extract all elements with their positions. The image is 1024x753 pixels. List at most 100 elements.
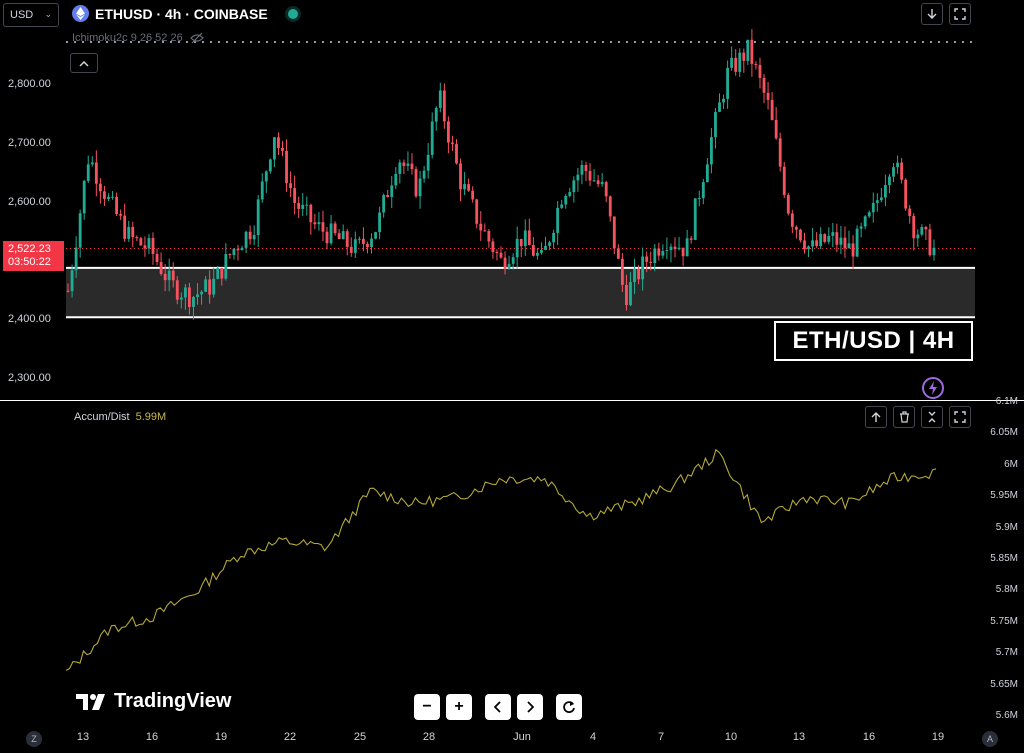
symbol-header[interactable]: ETHUSD · 4h · COINBASE [72, 5, 298, 22]
candle-body[interactable] [673, 246, 677, 250]
candle-body[interactable] [786, 194, 790, 214]
candle-body[interactable] [175, 280, 179, 300]
candle-body[interactable] [418, 178, 422, 197]
candle-body[interactable] [863, 216, 867, 227]
candle-body[interactable] [115, 196, 118, 215]
candle-body[interactable] [293, 188, 297, 203]
candle-body[interactable] [616, 248, 620, 259]
candle-body[interactable] [281, 147, 284, 151]
candle-body[interactable] [697, 198, 701, 200]
accum-dist-line[interactable] [65, 448, 937, 671]
candle-body[interactable] [479, 223, 483, 231]
candle-body[interactable] [74, 247, 78, 271]
candle-body[interactable] [722, 98, 725, 103]
candle-body[interactable] [669, 246, 673, 251]
candle-body[interactable] [871, 202, 875, 213]
candle-body[interactable] [196, 294, 199, 298]
candle-body[interactable] [337, 233, 341, 239]
candle-body[interactable] [151, 238, 155, 255]
candle-body[interactable] [859, 226, 863, 229]
candle-body[interactable] [815, 240, 819, 246]
candle-body[interactable] [252, 235, 256, 240]
candle-body[interactable] [86, 164, 90, 181]
candle-body[interactable] [596, 180, 600, 185]
candle-body[interactable] [309, 204, 313, 223]
candle-body[interactable] [155, 254, 159, 263]
candle-body[interactable] [803, 240, 806, 250]
candle-body[interactable] [612, 216, 616, 249]
candle-body[interactable] [224, 254, 228, 279]
tradingview-logo[interactable]: TradingView [76, 690, 231, 713]
candle-body[interactable] [588, 171, 592, 181]
candle-body[interactable] [94, 162, 98, 184]
candle-body[interactable] [289, 183, 292, 189]
candle-body[interactable] [370, 238, 373, 248]
candle-body[interactable] [321, 222, 325, 232]
candle-body[interactable] [847, 243, 851, 249]
candle-body[interactable] [228, 254, 232, 256]
candle-body[interactable] [879, 197, 883, 201]
candle-body[interactable] [374, 232, 377, 239]
candle-body[interactable] [681, 247, 685, 257]
candle-body[interactable] [556, 207, 560, 233]
candle-body[interactable] [819, 234, 823, 246]
candle-body[interactable] [689, 238, 693, 240]
candle-body[interactable] [685, 238, 689, 257]
candle-body[interactable] [357, 238, 361, 240]
candle-body[interactable] [382, 194, 386, 213]
candle-body[interactable] [645, 256, 649, 262]
candle-body[interactable] [390, 185, 394, 198]
candle-body[interactable] [827, 235, 831, 242]
candle-body[interactable] [111, 196, 114, 198]
pane-divider[interactable] [0, 400, 1024, 401]
candle-body[interactable] [900, 162, 904, 180]
candle-body[interactable] [123, 215, 127, 239]
candle-body[interactable] [677, 247, 681, 250]
candle-body[interactable] [90, 162, 94, 165]
candle-body[interactable] [268, 159, 272, 172]
candle-body[interactable] [633, 268, 636, 283]
candle-body[interactable] [313, 222, 317, 225]
move-pane-up-button[interactable] [865, 406, 887, 428]
candle-body[interactable] [119, 214, 123, 216]
candle-body[interactable] [82, 180, 86, 214]
candle-body[interactable] [499, 252, 503, 258]
candle-body[interactable] [774, 119, 778, 139]
candle-body[interactable] [892, 167, 895, 177]
candle-body[interactable] [143, 245, 147, 249]
collapse-pane-button[interactable] [921, 406, 943, 428]
collapse-legend-button[interactable] [70, 53, 98, 73]
candle-body[interactable] [345, 231, 349, 247]
candle-body[interactable] [183, 287, 187, 298]
candle-body[interactable] [471, 190, 475, 200]
candle-body[interactable] [200, 291, 203, 295]
candle-body[interactable] [204, 279, 208, 292]
candle-body[interactable] [127, 226, 131, 239]
candle-body[interactable] [329, 223, 333, 244]
candle-body[interactable] [523, 230, 527, 247]
candle-body[interactable] [790, 213, 794, 227]
candle-body[interactable] [867, 212, 871, 217]
candle-body[interactable] [333, 223, 337, 234]
candle-body[interactable] [564, 195, 568, 205]
candle-body[interactable] [572, 180, 576, 193]
candle-body[interactable] [410, 163, 414, 170]
candle-body[interactable] [426, 154, 430, 171]
candle-body[interactable] [264, 171, 268, 182]
candle-body[interactable] [434, 107, 438, 122]
candle-body[interactable] [782, 166, 786, 195]
candle-body[interactable] [297, 202, 301, 209]
candle-body[interactable] [503, 257, 507, 269]
candle-body[interactable] [649, 261, 653, 264]
candle-body[interactable] [139, 238, 143, 246]
candle-body[interactable] [103, 191, 106, 199]
candle-body[interactable] [536, 252, 539, 256]
candle-body[interactable] [531, 245, 535, 256]
candle-body[interactable] [362, 238, 365, 244]
candle-body[interactable] [661, 251, 665, 256]
candle-body[interactable] [131, 226, 135, 238]
candle-body[interactable] [378, 212, 382, 233]
candle-body[interactable] [637, 268, 640, 280]
candle-body[interactable] [884, 185, 887, 198]
candle-body[interactable] [135, 237, 139, 239]
